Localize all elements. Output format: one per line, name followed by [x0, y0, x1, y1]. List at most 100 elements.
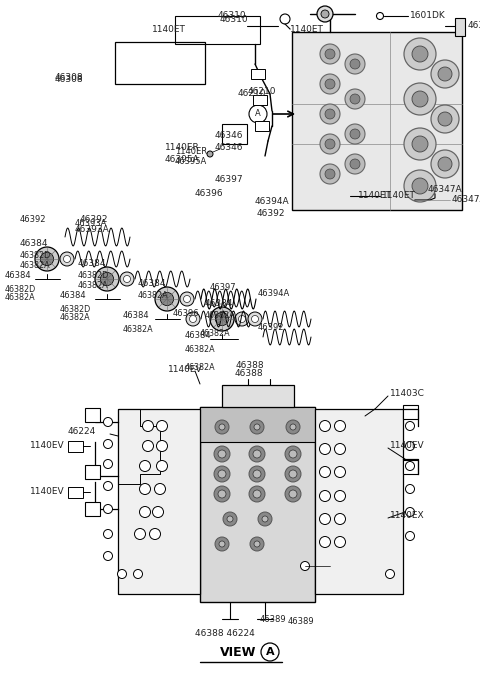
- Circle shape: [406, 462, 415, 470]
- Circle shape: [140, 506, 151, 518]
- Circle shape: [149, 528, 160, 539]
- Circle shape: [180, 292, 194, 306]
- Circle shape: [320, 104, 340, 124]
- Circle shape: [335, 466, 346, 477]
- Circle shape: [345, 89, 365, 109]
- Bar: [253, 95, 267, 105]
- Text: 46388 46224: 46388 46224: [195, 630, 255, 638]
- Text: 46388: 46388: [236, 361, 264, 371]
- Circle shape: [262, 516, 268, 522]
- Circle shape: [216, 313, 228, 326]
- Circle shape: [404, 170, 436, 202]
- Bar: [222, 124, 247, 144]
- Circle shape: [156, 460, 168, 472]
- Circle shape: [285, 446, 301, 462]
- Circle shape: [249, 446, 265, 462]
- Circle shape: [239, 315, 245, 322]
- Circle shape: [325, 49, 335, 59]
- Circle shape: [134, 528, 145, 539]
- Circle shape: [320, 74, 340, 94]
- Bar: [292, 32, 462, 210]
- Bar: [118, 409, 200, 594]
- Circle shape: [261, 643, 279, 661]
- Text: 46308: 46308: [55, 73, 84, 82]
- Text: 46388: 46388: [235, 369, 264, 379]
- Circle shape: [63, 255, 71, 262]
- Circle shape: [215, 420, 229, 434]
- Circle shape: [104, 505, 112, 514]
- Text: 1601DK: 1601DK: [410, 11, 446, 20]
- Circle shape: [214, 466, 230, 482]
- Circle shape: [289, 470, 297, 478]
- Text: 1140EV: 1140EV: [390, 441, 425, 450]
- Circle shape: [438, 112, 452, 126]
- Circle shape: [350, 59, 360, 69]
- Circle shape: [218, 490, 226, 498]
- Text: 46382A: 46382A: [200, 330, 230, 338]
- Text: 1140ER: 1140ER: [175, 146, 207, 156]
- Circle shape: [140, 483, 151, 495]
- Circle shape: [320, 466, 331, 477]
- Circle shape: [325, 169, 335, 179]
- Text: 46393A: 46393A: [75, 224, 110, 233]
- Circle shape: [104, 417, 112, 427]
- Circle shape: [60, 252, 74, 266]
- Circle shape: [404, 128, 436, 160]
- Text: 46389: 46389: [288, 617, 314, 627]
- Text: 46392: 46392: [20, 214, 47, 224]
- Circle shape: [406, 508, 415, 516]
- Circle shape: [350, 159, 360, 169]
- Circle shape: [207, 151, 213, 157]
- Circle shape: [286, 420, 300, 434]
- Text: 46382A: 46382A: [185, 363, 216, 371]
- Text: 46392: 46392: [258, 322, 285, 332]
- Circle shape: [227, 516, 233, 522]
- Circle shape: [248, 312, 262, 326]
- Circle shape: [320, 537, 331, 547]
- Circle shape: [219, 424, 225, 430]
- Text: 46210: 46210: [248, 86, 276, 96]
- Circle shape: [289, 450, 297, 458]
- Circle shape: [35, 247, 59, 271]
- Circle shape: [335, 443, 346, 454]
- Circle shape: [404, 38, 436, 70]
- Circle shape: [300, 561, 310, 570]
- Circle shape: [406, 532, 415, 541]
- Circle shape: [143, 441, 154, 452]
- Text: 1140ET: 1140ET: [358, 191, 392, 200]
- Text: 1140EX: 1140EX: [390, 512, 425, 520]
- Circle shape: [431, 105, 459, 133]
- Bar: [68, 441, 83, 452]
- Circle shape: [253, 490, 261, 498]
- Bar: [68, 487, 83, 498]
- Text: 46393A: 46393A: [75, 220, 108, 228]
- Circle shape: [104, 439, 112, 448]
- Circle shape: [438, 67, 452, 81]
- Circle shape: [155, 483, 166, 495]
- Circle shape: [317, 6, 333, 22]
- Circle shape: [123, 276, 131, 282]
- Circle shape: [320, 44, 340, 64]
- Circle shape: [285, 466, 301, 482]
- Circle shape: [325, 139, 335, 149]
- Text: 46396: 46396: [173, 309, 200, 319]
- Circle shape: [345, 154, 365, 174]
- Circle shape: [320, 134, 340, 154]
- Circle shape: [335, 491, 346, 501]
- Circle shape: [350, 129, 360, 139]
- Bar: [403, 405, 418, 419]
- Circle shape: [412, 46, 428, 62]
- Circle shape: [254, 424, 260, 430]
- Text: 46384: 46384: [20, 239, 48, 249]
- Circle shape: [218, 450, 226, 458]
- Text: 46396: 46396: [195, 189, 224, 199]
- Circle shape: [156, 421, 168, 431]
- Text: A: A: [255, 109, 261, 119]
- Circle shape: [252, 315, 259, 322]
- Circle shape: [325, 79, 335, 89]
- Circle shape: [250, 537, 264, 551]
- Text: 46384: 46384: [78, 259, 107, 268]
- Text: 46384: 46384: [5, 272, 32, 280]
- Text: 46382D: 46382D: [20, 251, 51, 260]
- Circle shape: [335, 514, 346, 524]
